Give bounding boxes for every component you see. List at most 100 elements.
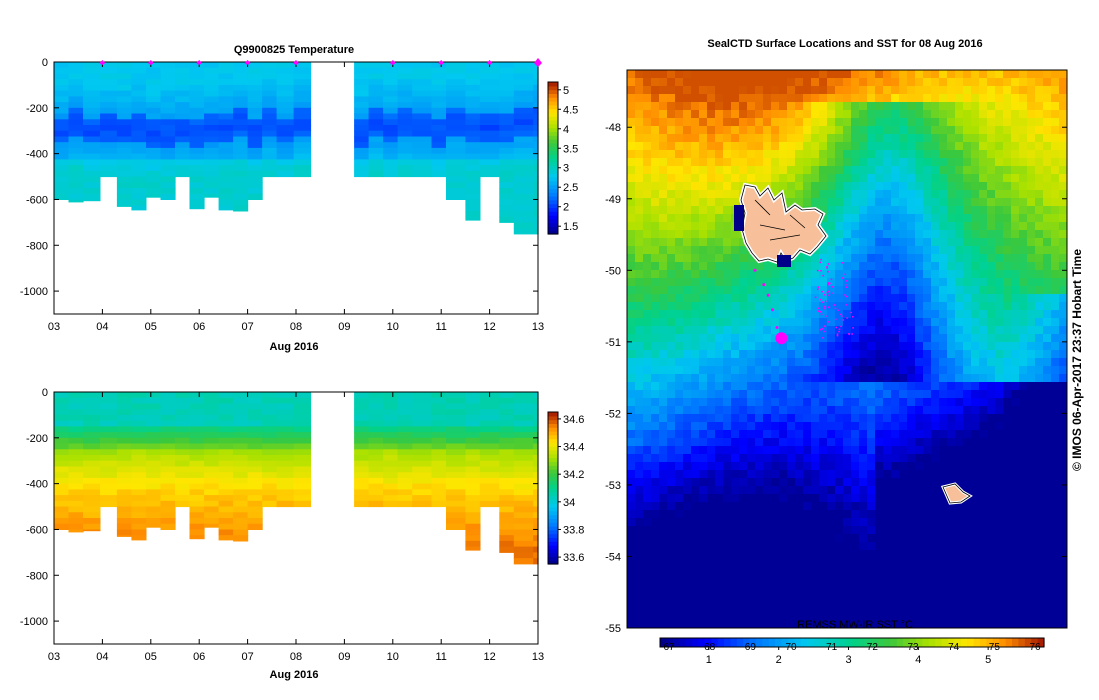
sst-cell [843, 182, 852, 191]
sst-cell [707, 118, 716, 127]
profile-cell [146, 506, 162, 513]
sst-cell [803, 406, 812, 415]
sst-cell [691, 190, 700, 199]
sst-cell [971, 230, 980, 239]
sst-cell [987, 438, 996, 447]
sst-cell [1027, 206, 1036, 215]
profile-cell [175, 397, 191, 404]
sst-cell [867, 246, 876, 255]
sst-cell [803, 462, 812, 471]
sst-cell [715, 478, 724, 487]
sst-cell [891, 254, 900, 263]
sst-cell [931, 270, 940, 279]
profile-cell [247, 460, 263, 467]
sst-cell [715, 454, 724, 463]
sst-cell [819, 486, 828, 495]
sst-cell [659, 174, 668, 183]
colorbar-frame [547, 411, 559, 565]
sst-cell [643, 406, 652, 415]
sst-cell [995, 126, 1004, 135]
sst-cell [851, 422, 860, 431]
sst-cell [1043, 550, 1052, 559]
sst-cell [723, 414, 732, 423]
sst-cell [931, 238, 940, 247]
sst-cell [643, 374, 652, 383]
sst-cell [859, 438, 868, 447]
profile-cell [233, 460, 249, 467]
sst-cell [731, 94, 740, 103]
sst-cell [627, 358, 636, 367]
sst-cell [915, 422, 924, 431]
sst-cell [947, 550, 956, 559]
sst-cell [707, 526, 716, 535]
sst-cell [907, 550, 916, 559]
profile-cell [431, 403, 447, 410]
sst-cell [939, 430, 948, 439]
profile-cell [100, 472, 118, 479]
sst-cell [683, 294, 692, 303]
profile-cell [533, 136, 539, 143]
profile-cell [513, 392, 534, 399]
profile-cell [533, 205, 539, 212]
sst-cell [715, 526, 724, 535]
sst-cell [635, 470, 644, 479]
profile-cell [68, 79, 84, 86]
sst-cell [1035, 214, 1044, 223]
sst-cell [747, 374, 756, 383]
profile-cell [160, 73, 176, 80]
sst-cell [1043, 110, 1052, 119]
profile-cell [446, 147, 466, 155]
profile-cell [499, 125, 515, 132]
sst-cell [795, 358, 804, 367]
sst-cell [923, 222, 932, 231]
sst-cell [915, 190, 924, 199]
profile-cell [465, 107, 481, 115]
sst-cell [947, 278, 956, 287]
sst-cell [707, 246, 716, 255]
profile-cell [513, 159, 534, 166]
sst-cell [651, 390, 660, 399]
profile-cell [146, 102, 162, 109]
sst-cell [963, 310, 972, 319]
sst-cell [747, 310, 756, 319]
sst-cell [963, 462, 972, 471]
sst-cell [851, 238, 860, 247]
sst-cell [819, 134, 828, 143]
sst-cell [883, 230, 892, 239]
sst-cell [851, 350, 860, 359]
profile-cell [116, 125, 132, 132]
sst-cell [947, 134, 956, 143]
sst-cell [987, 102, 996, 111]
sst-cell [691, 182, 700, 191]
sst-cell [907, 238, 916, 247]
sst-cell [955, 318, 964, 327]
profile-cell [233, 199, 249, 206]
sst-cell [995, 398, 1004, 407]
sst-cell [923, 398, 932, 407]
sst-cell [1035, 222, 1044, 231]
sst-cell [659, 230, 668, 239]
sst-cell [1059, 542, 1067, 551]
sst-cell [643, 190, 652, 199]
sst-cell [1011, 542, 1020, 551]
profile-cell [431, 165, 447, 172]
sst-cell [779, 182, 788, 191]
sst-cell [835, 174, 844, 183]
sst-cell [803, 334, 812, 343]
profile-cell [513, 472, 534, 479]
sst-cell [995, 318, 1004, 327]
sst-cell [755, 366, 764, 375]
sst-cell [683, 278, 692, 287]
profile-cell [397, 147, 413, 155]
sst-cell [659, 470, 668, 479]
sst-cell [875, 94, 884, 103]
profile-cell [383, 472, 399, 479]
sst-cell [907, 462, 916, 471]
sst-cell [867, 502, 876, 511]
profile-cell [499, 477, 515, 485]
sst-cell [779, 94, 788, 103]
sst-cell [707, 462, 716, 471]
sst-cell [947, 110, 956, 119]
profile-cell [446, 102, 466, 109]
sst-cell [643, 182, 652, 191]
